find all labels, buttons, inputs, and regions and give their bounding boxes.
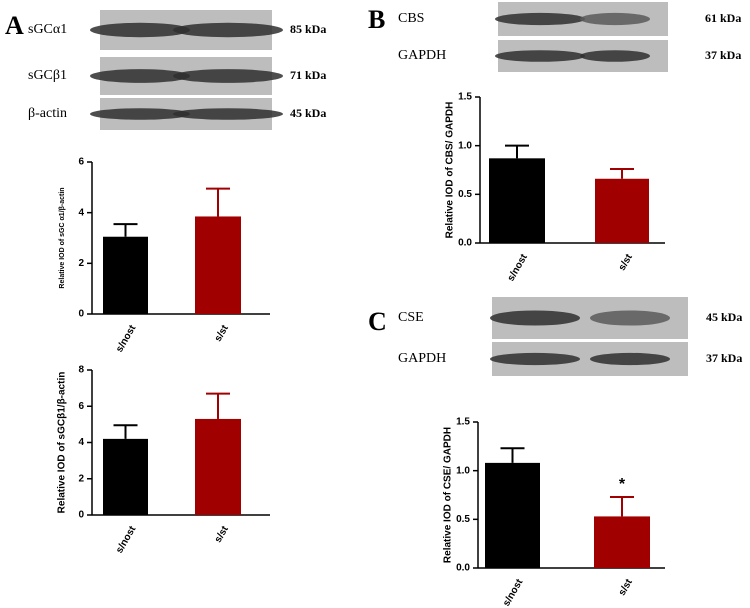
blot-band xyxy=(90,69,190,83)
y-axis-label: Relative IOD of sGCβ1/β-actin xyxy=(57,372,68,514)
y-tick-label: 8 xyxy=(78,365,84,376)
blot-size: 37 kDa xyxy=(706,351,742,365)
blot-label: β-actin xyxy=(28,106,67,121)
bar xyxy=(195,216,241,314)
bar xyxy=(485,462,540,568)
blot-band xyxy=(173,108,283,120)
blot-label: CBS xyxy=(398,11,424,26)
blot-size: 61 kDa xyxy=(705,11,741,25)
blot-size: 45 kDa xyxy=(706,310,742,324)
blot-label: sGCβ1 xyxy=(28,68,67,83)
blot-size: 45 kDa xyxy=(290,106,326,120)
blot-label: CSE xyxy=(398,310,424,325)
blot-band xyxy=(173,69,283,83)
y-tick-label: 0 xyxy=(78,309,84,320)
blot-size: 85 kDa xyxy=(290,22,326,36)
y-tick-label: 0.5 xyxy=(456,514,470,525)
y-tick-label: 0.0 xyxy=(456,563,470,574)
y-tick-label: 0 xyxy=(78,510,84,521)
blot-band xyxy=(580,12,650,26)
blot-size: 71 kDa xyxy=(290,68,326,82)
blot-band xyxy=(490,310,580,326)
blot-band xyxy=(495,50,585,62)
y-axis-label: Relative IOD of sGC α1/β-actin xyxy=(59,187,66,288)
y-tick-label: 6 xyxy=(78,157,84,168)
y-tick-label: 1.0 xyxy=(458,140,472,151)
x-tick-label: s/nost xyxy=(114,524,139,556)
y-tick-label: 1.5 xyxy=(458,92,472,103)
blot-band xyxy=(173,22,283,38)
bar xyxy=(103,438,148,515)
blot-band xyxy=(495,12,585,26)
y-tick-label: 4 xyxy=(78,207,84,218)
bar xyxy=(489,158,545,243)
y-axis-label: Relative IOD of CBS/ GAPDH xyxy=(445,102,456,239)
x-tick-label: s/st xyxy=(213,323,231,344)
bar xyxy=(195,418,241,515)
blot-label: GAPDH xyxy=(398,351,446,366)
blot-band xyxy=(490,352,580,366)
blot-band xyxy=(580,50,650,62)
x-tick-label: s/nost xyxy=(501,577,526,608)
blot-band xyxy=(90,108,190,120)
y-tick-label: 6 xyxy=(78,401,84,412)
bar xyxy=(595,178,649,243)
annotation: * xyxy=(619,476,626,493)
y-axis-label: Relative IOD of CSE/ GAPDH xyxy=(443,427,454,563)
x-tick-label: s/st xyxy=(617,252,635,273)
panel-letter: B xyxy=(368,5,385,34)
blot-band xyxy=(90,22,190,38)
blot-label: GAPDH xyxy=(398,48,446,63)
y-tick-label: 2 xyxy=(78,258,84,269)
y-tick-label: 2 xyxy=(78,473,84,484)
blot-label: sGCα1 xyxy=(28,22,67,37)
x-tick-label: s/st xyxy=(617,577,635,598)
y-tick-label: 0.0 xyxy=(458,238,472,249)
bar xyxy=(594,516,650,568)
x-tick-label: s/nost xyxy=(114,323,139,355)
bar xyxy=(103,236,148,314)
x-tick-label: s/nost xyxy=(506,252,531,284)
x-tick-label: s/st xyxy=(213,524,231,545)
panel-letter: A xyxy=(5,11,24,40)
y-tick-label: 1.0 xyxy=(456,465,470,476)
y-tick-label: 4 xyxy=(78,437,84,448)
panel-letter: C xyxy=(368,307,387,336)
y-tick-label: 0.5 xyxy=(458,189,472,200)
blot-band xyxy=(590,310,670,326)
y-tick-label: 1.5 xyxy=(456,417,470,428)
blot-band xyxy=(590,352,670,366)
blot-size: 37 kDa xyxy=(705,48,741,62)
